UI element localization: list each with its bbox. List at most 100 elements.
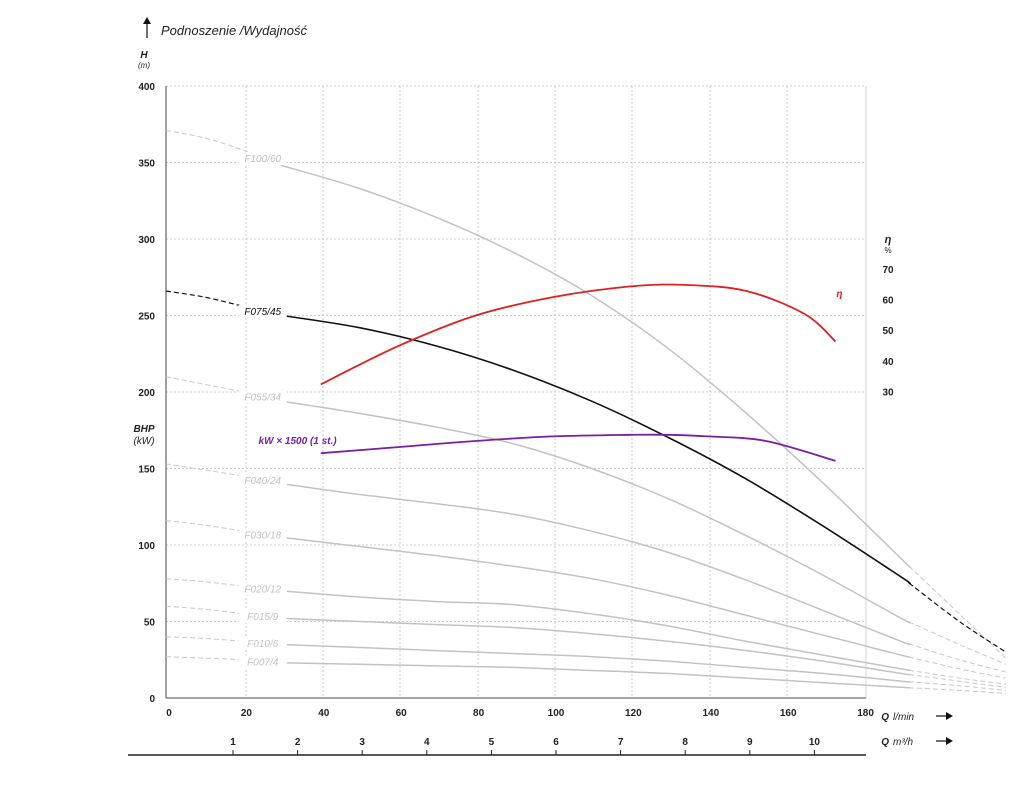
y-axis-unit: (m): [138, 61, 150, 70]
x-tick-label: 60: [396, 708, 408, 719]
eta-axis-symbol: η: [885, 234, 892, 246]
curve-extension-right: [908, 687, 1006, 694]
x-tick-label: 20: [241, 708, 253, 719]
curve-label-backing: [238, 151, 287, 165]
power-curve-label: kW × 1500 (1 st.): [259, 436, 338, 447]
x2-axis-label-group: Q m³/h: [881, 737, 953, 748]
curve-extension-right: [908, 669, 1006, 685]
curve-label: F100/60: [244, 154, 281, 165]
eta-axis-unit: %: [884, 246, 891, 255]
curve-label-backing: [238, 473, 287, 487]
x-axis-unit: l/min: [893, 712, 915, 723]
eta-tick-label: 30: [882, 387, 894, 398]
pump-curves: F100/60 F075/45 F055/34 F040/24 F030/18 F020/…: [165, 129, 1007, 694]
x2-axis-unit: m³/h: [893, 737, 913, 748]
y-tick-label: 300: [138, 235, 155, 246]
curve-label: F010/6: [247, 639, 279, 650]
bhp-unit: (kW): [133, 436, 154, 447]
curve-main-line: [281, 164, 911, 568]
curve-label-backing: [238, 636, 287, 650]
y-tick-label: 200: [138, 388, 155, 399]
curve-extension-left: [165, 376, 283, 402]
curve-extension-left: [165, 129, 283, 167]
curve-main-line: [282, 590, 911, 672]
curve-extension-right: [908, 674, 1006, 688]
curve-f075-45: F075/45: [165, 290, 1007, 653]
eta-tick-labels: 70 60 50 40 30: [882, 265, 894, 398]
axes: [128, 86, 867, 756]
x-tick-label: 120: [625, 708, 642, 719]
x2-tick-label: 5: [489, 737, 495, 748]
x2-tick-label: 7: [618, 737, 624, 748]
x2-tick-label: 8: [682, 737, 688, 748]
efficiency-power-curves: η kW × 1500 (1 st.): [259, 283, 842, 462]
curve-label: F075/45: [244, 307, 281, 318]
curve-label: F007/4: [247, 657, 279, 668]
x-tick-label: 180: [857, 708, 874, 719]
power-curve: kW × 1500 (1 st.): [259, 433, 836, 462]
curve-extension-right: [908, 582, 1007, 653]
curve-extension-right: [908, 643, 1006, 673]
curve-f010-6: F010/6: [165, 636, 1006, 691]
x-tick-label: 100: [548, 708, 565, 719]
x2-axis-arrowhead-icon: [946, 737, 953, 745]
curve-extension-right: [908, 656, 1006, 679]
curve-label-backing: [238, 390, 287, 404]
title-arrowhead-icon: [143, 17, 151, 24]
curve-f055-34: F055/34: [165, 376, 1006, 665]
curve-f030-18: F030/18: [165, 520, 1006, 679]
x2-tick-labels: 1 2 3 4 5 6 7 8 9 10: [230, 737, 820, 755]
curve-label-backing: [238, 582, 287, 596]
y-tick-label: 0: [149, 694, 155, 705]
curve-main-line: [282, 536, 911, 659]
y-tick-label: 350: [138, 159, 155, 170]
x2-tick-label: 9: [747, 737, 753, 748]
eta-tick-label: 50: [882, 326, 894, 337]
y-tick-label: 50: [144, 618, 156, 629]
x-axis-arrowhead-icon: [946, 712, 953, 720]
x2-axis-symbol: Q: [881, 737, 889, 748]
curve-label-backing: [238, 655, 287, 669]
curve-label-backing: [238, 304, 287, 318]
curve-label: F020/12: [244, 585, 281, 596]
curve-extension-right: [908, 565, 1007, 659]
x2-tick-label: 2: [295, 737, 301, 748]
curve-label: F015/9: [247, 612, 279, 623]
curve-main-line: [281, 400, 911, 624]
x-tick-label: 140: [702, 708, 719, 719]
x2-tick-label: 1: [230, 737, 236, 748]
curve-label-backing: [238, 528, 287, 542]
curve-label: F040/24: [244, 476, 281, 487]
efficiency-curve-label: η: [836, 289, 842, 300]
eta-tick-label: 70: [882, 265, 894, 276]
x-axis-symbol: Q: [881, 712, 889, 723]
curve-main-line: [282, 643, 911, 683]
curve-label: F055/34: [244, 393, 281, 404]
curve-f015-9: F015/9: [165, 605, 1006, 688]
title-group: Podnoszenie /Wydajność: [143, 17, 307, 38]
x2-tick-label: 6: [553, 737, 559, 748]
curve-main-line: [282, 662, 911, 689]
x-tick-labels: 0 20 40 60 80 100 120 140 160 180: [166, 708, 874, 719]
efficiency-curve-line: [320, 283, 837, 386]
x2-tick-label: 3: [359, 737, 365, 748]
eta-tick-label: 40: [882, 357, 894, 368]
curve-extension-right: [908, 681, 1006, 691]
y-tick-label: 400: [138, 82, 155, 93]
x-tick-label: 80: [473, 708, 485, 719]
x-axis-label-group: Q l/min: [881, 712, 953, 723]
y-axis-symbol: H: [140, 50, 148, 61]
curve-label: F030/18: [244, 530, 281, 541]
eta-tick-label: 60: [882, 296, 894, 307]
x-tick-label: 0: [166, 708, 172, 719]
curve-main-line: [281, 483, 911, 646]
curve-extension-right: [908, 621, 1006, 665]
curve-f040-24: F040/24: [165, 463, 1006, 673]
curve-main-line: [282, 617, 911, 676]
bhp-symbol: BHP: [133, 424, 154, 435]
x-tick-label: 40: [318, 708, 330, 719]
x2-tick-label: 10: [809, 737, 821, 748]
chart-title: Podnoszenie /Wydajność: [161, 23, 307, 38]
efficiency-curve: η: [320, 283, 842, 386]
